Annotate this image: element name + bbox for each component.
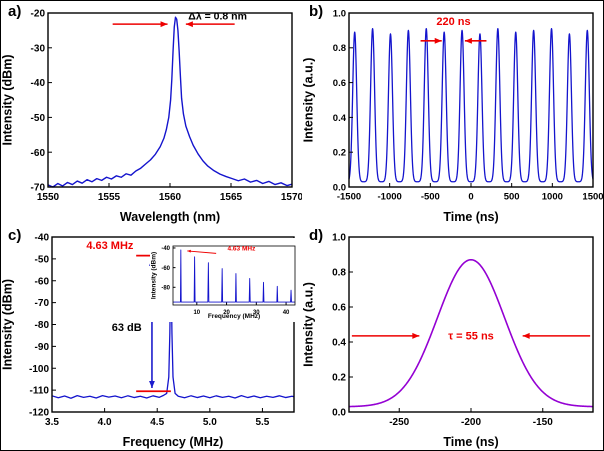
y-tick-label: -40 — [35, 233, 50, 244]
y-tick-label: -60 — [35, 276, 50, 287]
y-axis-label: Intensity (dBm) — [1, 279, 15, 370]
x-tick-label: -150 — [533, 417, 553, 428]
y-tick-label: -90 — [35, 342, 50, 353]
annotation-text: 63 dB — [112, 322, 142, 334]
y-tick-label: -70 — [31, 183, 46, 194]
y-axis-label: Intensity (a.u.) — [302, 58, 316, 143]
chart-single-pulse: -250 -200 -150 0.0 0.2 0.4 0.6 0.8 1.0 Time (ns) I… — [302, 233, 594, 449]
arrow-head — [464, 37, 472, 44]
x-tick-label: -1500 — [337, 192, 361, 203]
y-tick-label: 1.0 — [333, 8, 346, 19]
annotation-text: τ = 55 ns — [448, 330, 494, 342]
panel-label-a: a) — [8, 3, 22, 20]
y-tick-label: 0.6 — [332, 303, 346, 314]
arrow-head — [434, 37, 442, 44]
annotation-text: Δλ = 0.8 nm — [188, 10, 247, 22]
rf-harmonics-inset: 10 20 30 40 -40 -60 -80 Frequency (MHz) Intensit… — [150, 238, 298, 322]
y-tick-label: -110 — [30, 386, 50, 397]
y-tick-label: 0.8 — [333, 43, 346, 54]
x-tick-label: 30 — [253, 310, 260, 316]
y-tick-label: -40 — [161, 246, 170, 252]
y-tick-label: -60 — [161, 266, 170, 272]
annotation-arrow — [187, 250, 217, 254]
x-tick-label: 1500 — [582, 192, 603, 203]
axes-frame — [172, 245, 296, 306]
x-tick-label: 1555 — [98, 192, 121, 203]
x-tick-label: 1570 — [281, 192, 302, 203]
arrow-head — [149, 380, 155, 388]
x-tick-label: 20 — [223, 310, 230, 316]
y-tick-label: 0.0 — [332, 408, 346, 419]
panel-label-b: b) — [309, 3, 324, 20]
y-tick-label: -40 — [31, 78, 46, 89]
x-tick-label: 5.0 — [203, 417, 217, 428]
panel-a: a) 1550 1555 1560 1565 1570 -20 -30 -40 -50 -60 -7… — [1, 1, 302, 225]
y-tick-label: 0.4 — [333, 113, 347, 124]
y-tick-label: -30 — [31, 43, 46, 54]
panel-b: b) -1500 -1000 -500 0 500 1000 1500 0.0 0.2 0.4 0.… — [302, 1, 603, 225]
x-tick-label: 10 — [193, 310, 200, 316]
x-tick-label: 3.5 — [45, 417, 59, 428]
arrow-head — [522, 332, 530, 339]
x-tick-label: 1565 — [220, 192, 243, 203]
x-axis-label: Wavelength (nm) — [120, 210, 220, 224]
x-tick-label: 4.0 — [98, 417, 112, 428]
y-tick-label: -80 — [35, 320, 50, 331]
x-tick-label: 1560 — [159, 192, 182, 203]
series-optical-spectrum — [47, 16, 293, 188]
y-tick-label: 0.8 — [332, 268, 346, 279]
x-tick-label: 0 — [468, 192, 473, 203]
series-rf-harmonics — [173, 249, 295, 303]
x-tick-label: 1000 — [542, 192, 563, 203]
x-axis-label: Frequency (MHz) — [208, 313, 260, 320]
arrow-head — [187, 249, 191, 253]
y-tick-label: 1.0 — [332, 233, 346, 244]
axes-frame — [348, 236, 594, 413]
y-tick-label: 0.0 — [333, 182, 346, 193]
chart-pulse-train: -1500 -1000 -500 0 500 1000 1500 0.0 0.2 0.4 0.6 0.… — [302, 8, 603, 224]
y-tick-label: -60 — [31, 148, 46, 159]
x-tick-label: -250 — [389, 417, 409, 428]
y-tick-label: 0.2 — [332, 373, 346, 384]
panel-label-d: d) — [309, 227, 324, 244]
series-pulse-train — [348, 28, 594, 183]
y-tick-label: -100 — [29, 364, 49, 375]
arrow-head — [412, 332, 420, 339]
y-axis-label: Intensity (a.u.) — [302, 282, 316, 367]
y-tick-label: -120 — [29, 408, 49, 419]
x-axis-label: Time (ns) — [443, 210, 498, 224]
chart-optical-spectrum: 1550 1555 1560 1565 1570 -20 -30 -40 -50 -60 -70 Wa… — [1, 9, 302, 224]
panel-label-c: c) — [8, 227, 22, 244]
arrow-head — [185, 21, 193, 28]
series-single-pulse — [348, 258, 594, 408]
y-tick-label: 0.4 — [332, 338, 346, 349]
x-tick-label: 500 — [504, 192, 520, 203]
y-tick-label: 0.6 — [333, 78, 346, 89]
y-tick-label: 0.2 — [333, 148, 346, 159]
y-tick-label: -70 — [35, 298, 50, 309]
y-tick-label: -50 — [31, 113, 46, 124]
annotation-text: 4.63 MHz — [86, 240, 134, 252]
panel-d: d) -250 -200 -150 0.0 0.2 0.4 0.6 0.8 1.0 Time (n… — [302, 225, 603, 450]
arrow-head — [160, 21, 168, 28]
annotation-text: 220 ns — [436, 16, 470, 28]
x-axis-label: Time (ns) — [443, 435, 498, 449]
y-tick-label: -20 — [31, 9, 46, 20]
x-axis-label: Frequency (MHz) — [123, 435, 224, 449]
y-axis-label: Intensity (dBm) — [151, 252, 158, 299]
x-tick-label: 5.5 — [255, 417, 269, 428]
y-tick-label: -80 — [161, 285, 170, 291]
y-tick-label: -50 — [35, 254, 50, 265]
x-tick-label: 40 — [283, 310, 290, 316]
panel-c: c) 3.5 4.0 4.5 5.0 5.5 -40 -50 -60 -70 -80 -90 -100… — [1, 225, 302, 450]
chart-rf-harmonics: 10 20 30 40 -40 -60 -80 Frequency (MHz) Intensit… — [151, 245, 296, 320]
x-tick-label: -200 — [461, 417, 481, 428]
x-tick-label: 1550 — [37, 192, 60, 203]
y-axis-label: Intensity (dBm) — [1, 55, 15, 146]
x-tick-label: 4.5 — [150, 417, 164, 428]
x-tick-label: -500 — [421, 192, 440, 203]
annotation-text: 4.63 MHz — [228, 245, 257, 252]
x-tick-label: -1000 — [378, 192, 402, 203]
